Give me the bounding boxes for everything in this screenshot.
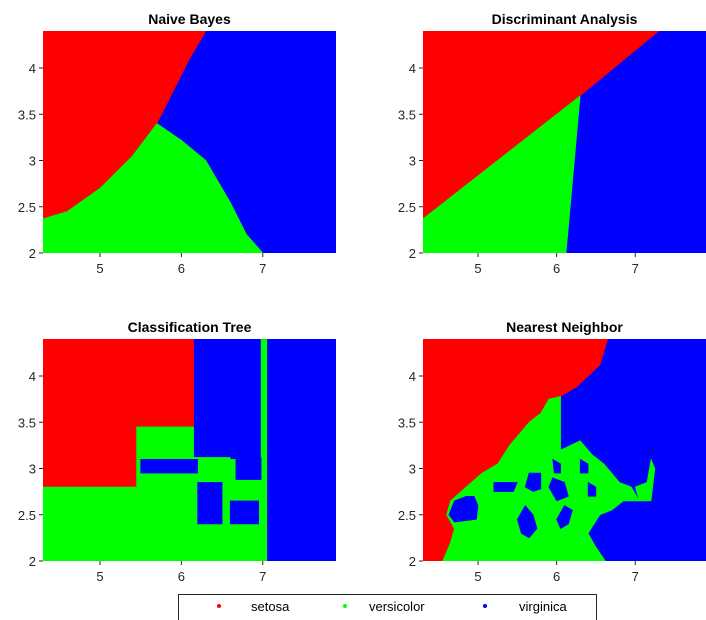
x-tick-label: 7 — [632, 261, 639, 276]
y-tick-label: 2 — [29, 554, 36, 569]
decision-regions — [43, 31, 336, 253]
region-virginica — [140, 458, 198, 474]
y-tick-label: 3.5 — [18, 415, 36, 430]
panel-title: Classification Tree — [128, 319, 252, 335]
x-tick-label: 5 — [96, 261, 103, 276]
y-tick-label: 4 — [409, 369, 416, 384]
y-tick-label: 3.5 — [398, 107, 416, 122]
legend-label-setosa: setosa — [251, 599, 290, 614]
region-virginica — [448, 495, 479, 523]
y-tick-label: 4 — [29, 369, 36, 384]
x-tick-label: 7 — [259, 569, 266, 584]
legend-label-versicolor: versicolor — [369, 599, 425, 614]
region-virginica — [630, 449, 644, 469]
region-versicolor — [423, 95, 581, 253]
y-tick-label: 2 — [409, 554, 416, 569]
x-tick-label: 5 — [474, 569, 481, 584]
region-virginica — [556, 505, 573, 530]
panel-3: Nearest Neighbor 2 2.5 3 3.5 4 5 6 7 — [398, 319, 706, 584]
region-virginica — [524, 472, 542, 492]
region-virginica — [516, 504, 538, 539]
y-tick-label: 2.5 — [18, 200, 36, 215]
y-tick-label: 3 — [29, 154, 36, 169]
region-virginica — [587, 481, 597, 497]
panel-title: Nearest Neighbor — [506, 319, 623, 335]
y-tick-label: 2.5 — [18, 508, 36, 523]
x-tick-label: 7 — [632, 569, 639, 584]
legend-label-virginica: virginica — [519, 599, 567, 614]
decision-regions — [423, 339, 706, 561]
region-virginica — [197, 482, 223, 525]
x-tick-label: 6 — [553, 261, 560, 276]
y-tick-label: 3.5 — [398, 415, 416, 430]
y-tick-label: 2 — [29, 246, 36, 261]
panel-title: Discriminant Analysis — [492, 11, 638, 27]
x-tick-label: 6 — [553, 569, 560, 584]
region-virginica — [493, 482, 518, 492]
x-tick-label: 6 — [178, 261, 185, 276]
x-tick-label: 5 — [474, 261, 481, 276]
y-tick-label: 2 — [409, 246, 416, 261]
legend: setosa versicolor virginica — [178, 594, 597, 620]
region-virginica — [579, 458, 589, 474]
panel-title: Naive Bayes — [148, 11, 231, 27]
legend-marker-setosa — [217, 604, 221, 608]
region-virginica — [611, 458, 620, 469]
region-versicolor — [634, 458, 656, 502]
y-tick-label: 2.5 — [398, 508, 416, 523]
y-tick-label: 4 — [29, 61, 36, 76]
panel-0: Naive Bayes 2 2.5 3 3.5 4 5 6 7 — [18, 11, 336, 276]
y-tick-label: 2.5 — [398, 200, 416, 215]
region-versicolor — [260, 339, 268, 460]
region-virginica — [229, 500, 260, 525]
decision-regions — [43, 339, 336, 561]
panel-1: Discriminant Analysis 2 2.5 3 3.5 4 5 6 7 — [398, 11, 706, 276]
region-virginica — [552, 458, 561, 474]
legend-marker-versicolor — [343, 604, 347, 608]
legend-marker-virginica — [483, 604, 487, 608]
decision-regions — [423, 31, 706, 253]
x-tick-label: 6 — [178, 569, 185, 584]
x-tick-label: 5 — [96, 569, 103, 584]
region-virginica — [548, 477, 569, 502]
y-tick-label: 4 — [409, 61, 416, 76]
y-tick-label: 3.5 — [18, 107, 36, 122]
y-tick-label: 3 — [409, 462, 416, 477]
x-tick-label: 7 — [259, 261, 266, 276]
y-tick-label: 3 — [409, 154, 416, 169]
region-virginica — [235, 457, 262, 480]
region-versicolor — [43, 123, 264, 253]
panel-2: Classification Tree 2 2.5 3 3.5 4 5 6 7 — [18, 319, 336, 584]
y-tick-label: 3 — [29, 462, 36, 477]
